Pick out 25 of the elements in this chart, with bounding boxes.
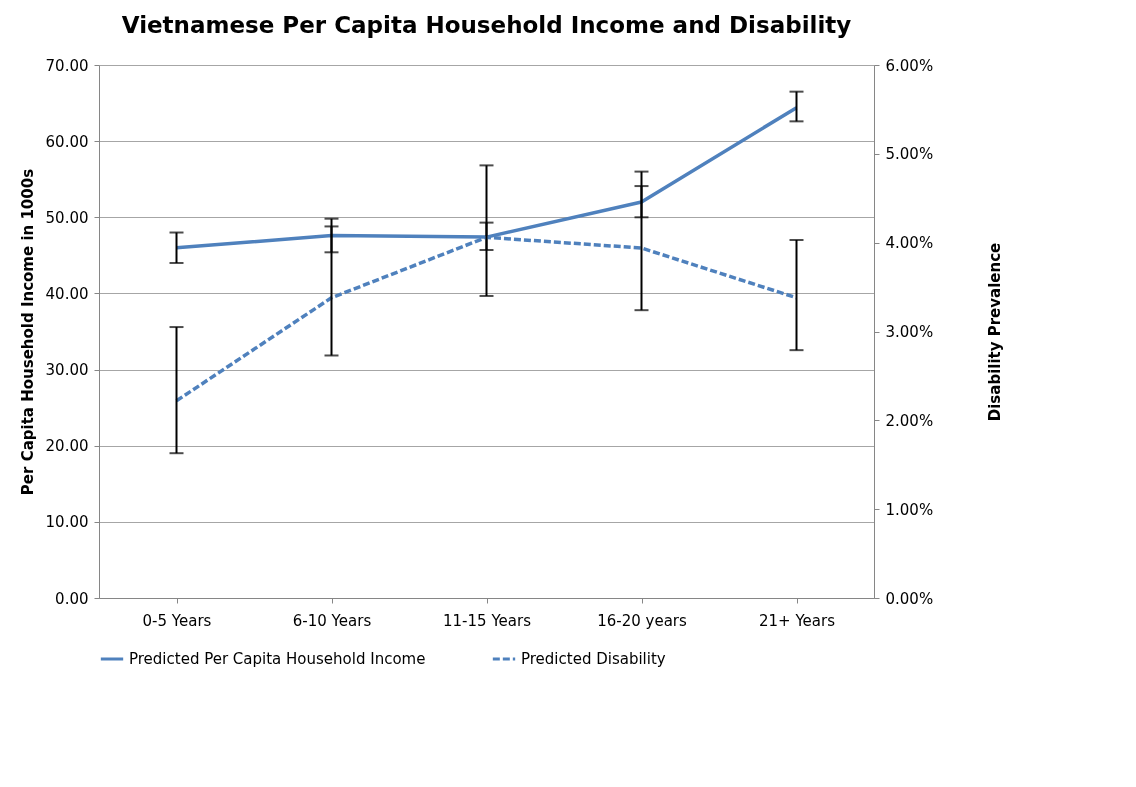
- x-tick-label: 6-10 Years: [292, 611, 372, 630]
- x-tick-label: 16-20 years: [597, 611, 687, 630]
- x-tick-label: 0-5 Years: [142, 611, 212, 630]
- y-tick-label: 50.00: [45, 208, 89, 227]
- x-tick-label: 11-15 Years: [443, 611, 532, 630]
- y2-tick-label: 6.00%: [885, 56, 934, 75]
- y-tick-label: 60.00: [45, 132, 89, 151]
- chart-title: Vietnamese Per Capita Household Income and Disability: [121, 12, 852, 38]
- y-tick-label: 70.00: [45, 56, 89, 75]
- y2-axis-title: Disability Prevalence: [986, 242, 1005, 422]
- legend-label: Predicted Disability: [521, 650, 666, 668]
- y2-tick-label: 1.00%: [885, 500, 934, 519]
- y-axis-title: Per Capita Household Income in 1000s: [18, 168, 37, 496]
- y2-tick-label: 3.00%: [885, 323, 934, 341]
- y-tick-label: 0.00: [55, 589, 89, 608]
- y2-tick-label: 5.00%: [885, 145, 934, 164]
- y-tick-label: 30.00: [45, 361, 89, 380]
- x-tick-label: 21+ Years: [759, 611, 836, 630]
- y-tick-label: 40.00: [45, 284, 89, 303]
- y2-tick-label: 0.00%: [885, 589, 934, 608]
- legend-label: Predicted Per Capita Household Income: [129, 650, 426, 668]
- y-tick-label: 20.00: [45, 437, 89, 456]
- y2-tick-label: 2.00%: [885, 411, 934, 430]
- y-tick-label: 10.00: [45, 513, 89, 532]
- y2-tick-label: 4.00%: [885, 234, 934, 253]
